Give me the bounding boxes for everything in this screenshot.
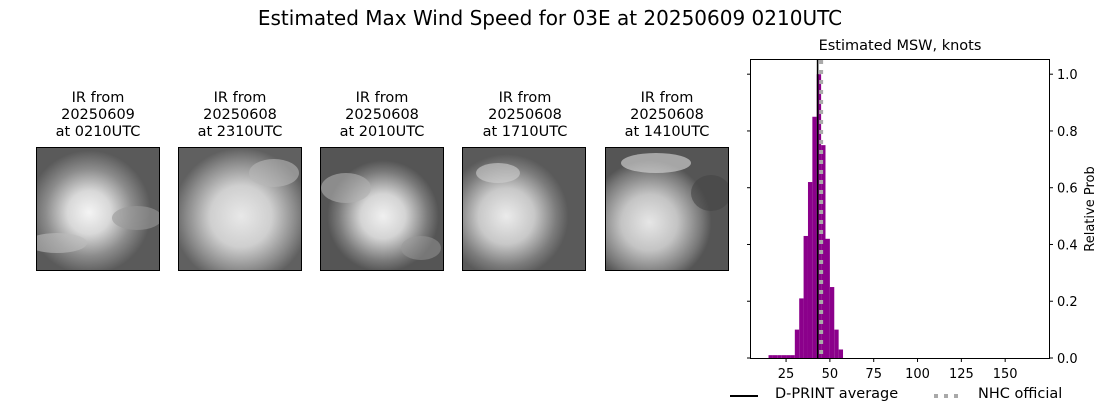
y-tick-label: 0.2 [1057, 295, 1078, 310]
plot-frame [750, 59, 1050, 359]
histogram-bar-3 [781, 355, 787, 358]
ir-image-3 [320, 147, 444, 271]
histogram-bar-0 [768, 355, 773, 358]
histogram-bar-16 [838, 349, 844, 358]
ir-image-2 [178, 147, 302, 271]
chart-title: Estimated MSW, knots [819, 38, 982, 54]
panel-title-1: IR from 20250609 at 0210UTC [55, 90, 141, 140]
histogram-bar-12 [821, 145, 826, 358]
histogram-bar-6 [794, 329, 800, 358]
y-tick-label: 0.4 [1057, 238, 1078, 253]
ir-image-4 [462, 147, 586, 271]
x-tick-label: 100 [905, 367, 930, 382]
figure-title: Estimated Max Wind Speed for 03E at 2025… [257, 6, 843, 30]
y-tick-label: 0.6 [1057, 182, 1078, 197]
histogram-bar-7 [799, 298, 804, 358]
legend-label-nhc: NHC official [978, 386, 1063, 402]
histogram-bar-8 [803, 235, 808, 358]
x-tick-label: 150 [993, 367, 1018, 382]
histogram-bar-10 [812, 116, 817, 358]
ir-image-5 [605, 147, 729, 271]
panel-title-5: IR from 20250608 at 1410UTC [624, 90, 710, 140]
histogram-bar-2 [777, 355, 782, 358]
x-tick-label: 50 [822, 367, 839, 382]
legend-label-dprint: D-PRINT average [775, 386, 899, 402]
x-tick-label: 125 [949, 367, 974, 382]
histogram-bar-4 [786, 355, 791, 358]
y-tick-label: 0.0 [1057, 352, 1078, 367]
ir-image-1 [36, 147, 160, 271]
histogram-bar-5 [790, 355, 795, 358]
histogram-bar-11 [816, 74, 822, 358]
histogram-bar-15 [834, 329, 839, 358]
legend-swatch-nhc [934, 394, 964, 398]
histogram-bar-1 [772, 355, 778, 358]
histogram-bar-14 [829, 287, 835, 358]
panel-title-3: IR from 20250608 at 2010UTC [339, 90, 425, 140]
x-tick-label: 25 [778, 367, 795, 382]
histogram-bar-13 [825, 238, 830, 358]
y-tick-label: 1.0 [1057, 68, 1078, 83]
y-axis-label: Relative Prob [1083, 166, 1098, 251]
x-tick-label: 75 [865, 367, 882, 382]
panel-title-2: IR from 20250608 at 2310UTC [197, 90, 283, 140]
panel-title-4: IR from 20250608 at 1710UTC [482, 90, 568, 140]
y-tick-label: 0.8 [1057, 125, 1078, 140]
histogram-bar-9 [807, 182, 813, 358]
legend-swatch-dprint [730, 395, 758, 397]
